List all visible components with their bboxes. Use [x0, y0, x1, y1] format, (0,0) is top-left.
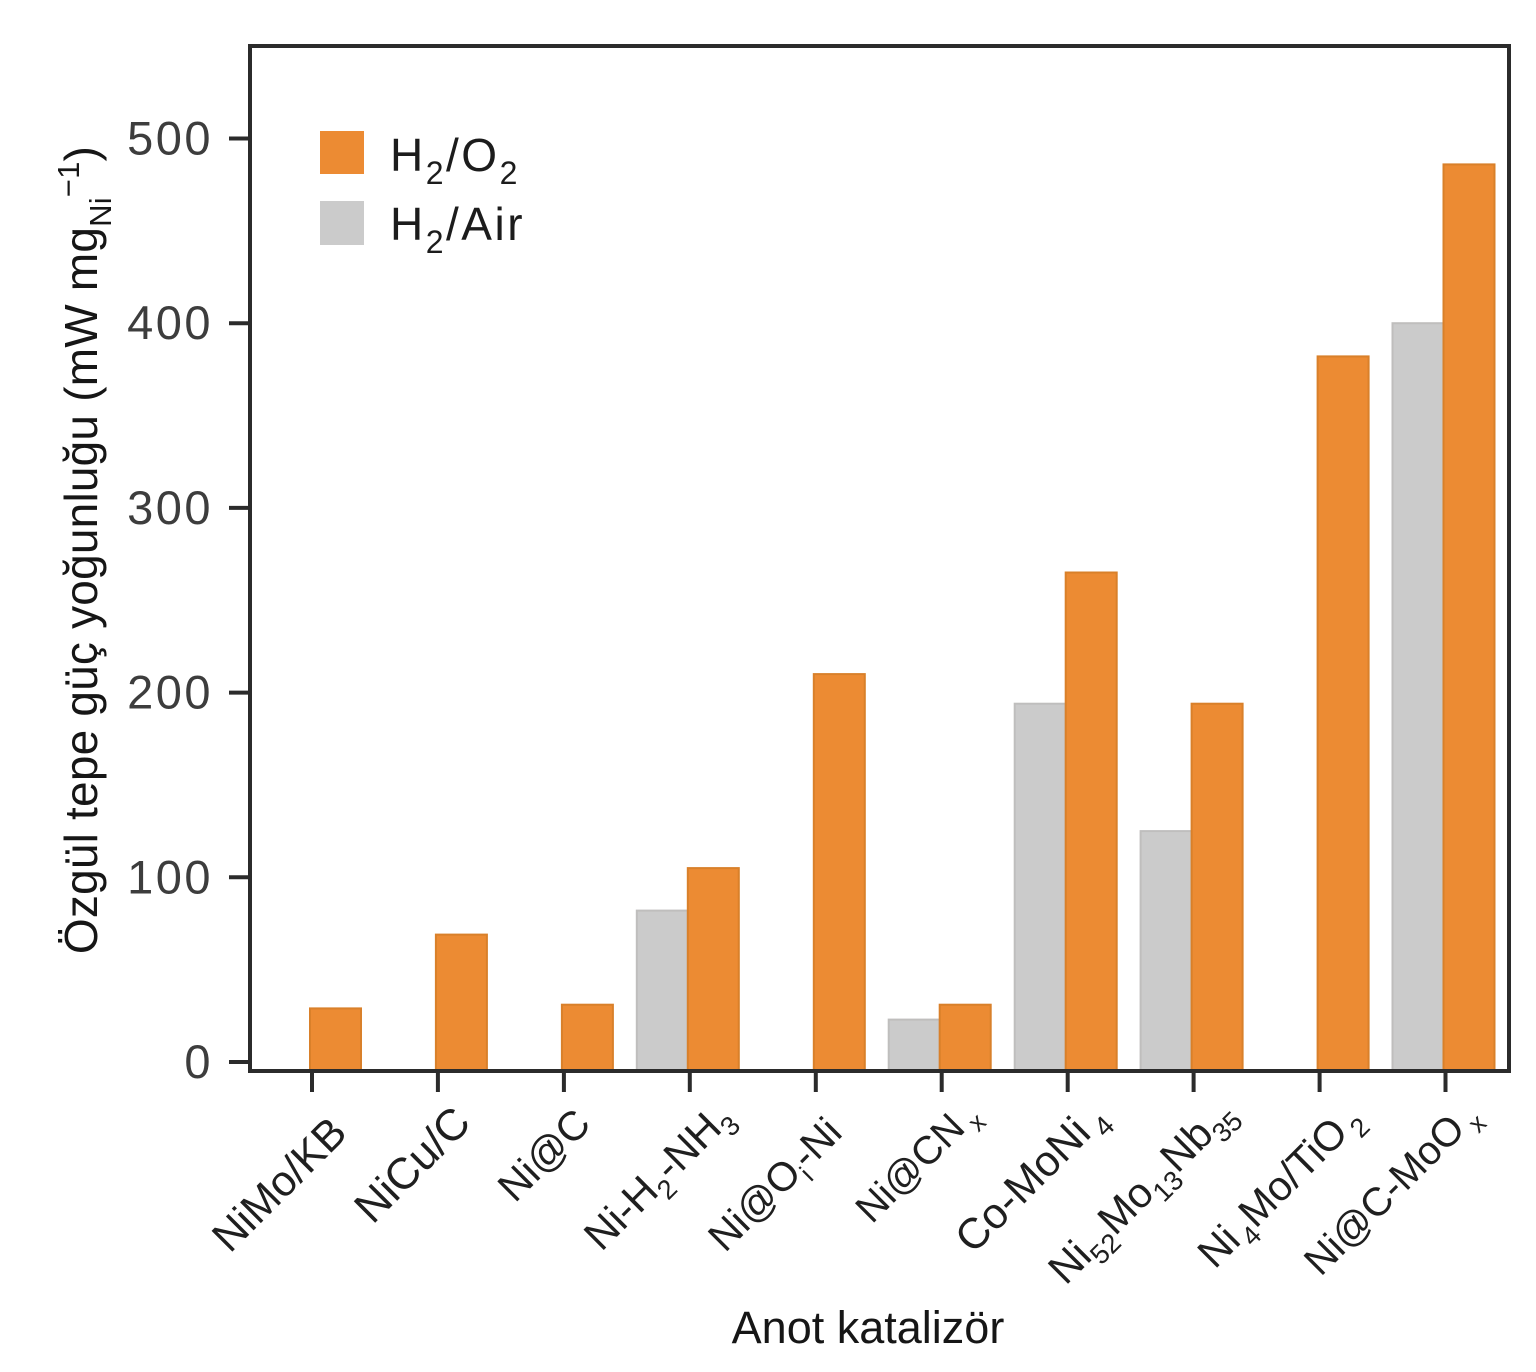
svg-text:500: 500	[127, 112, 213, 165]
svg-text:H2/Air: H2/Air	[390, 198, 525, 260]
svg-text:Anot katalizör: Anot katalizör	[732, 1302, 1005, 1353]
svg-text:100: 100	[127, 850, 213, 903]
svg-text:200: 200	[127, 666, 213, 719]
svg-text:400: 400	[127, 296, 213, 349]
svg-text:0: 0	[184, 1035, 213, 1088]
svg-text:H2/O2: H2/O2	[390, 129, 520, 191]
svg-text:Özgül tepe güç yoğunluğu (mW m: Özgül tepe güç yoğunluğu (mW mgNi−1)	[51, 146, 118, 954]
svg-text:300: 300	[127, 481, 213, 534]
